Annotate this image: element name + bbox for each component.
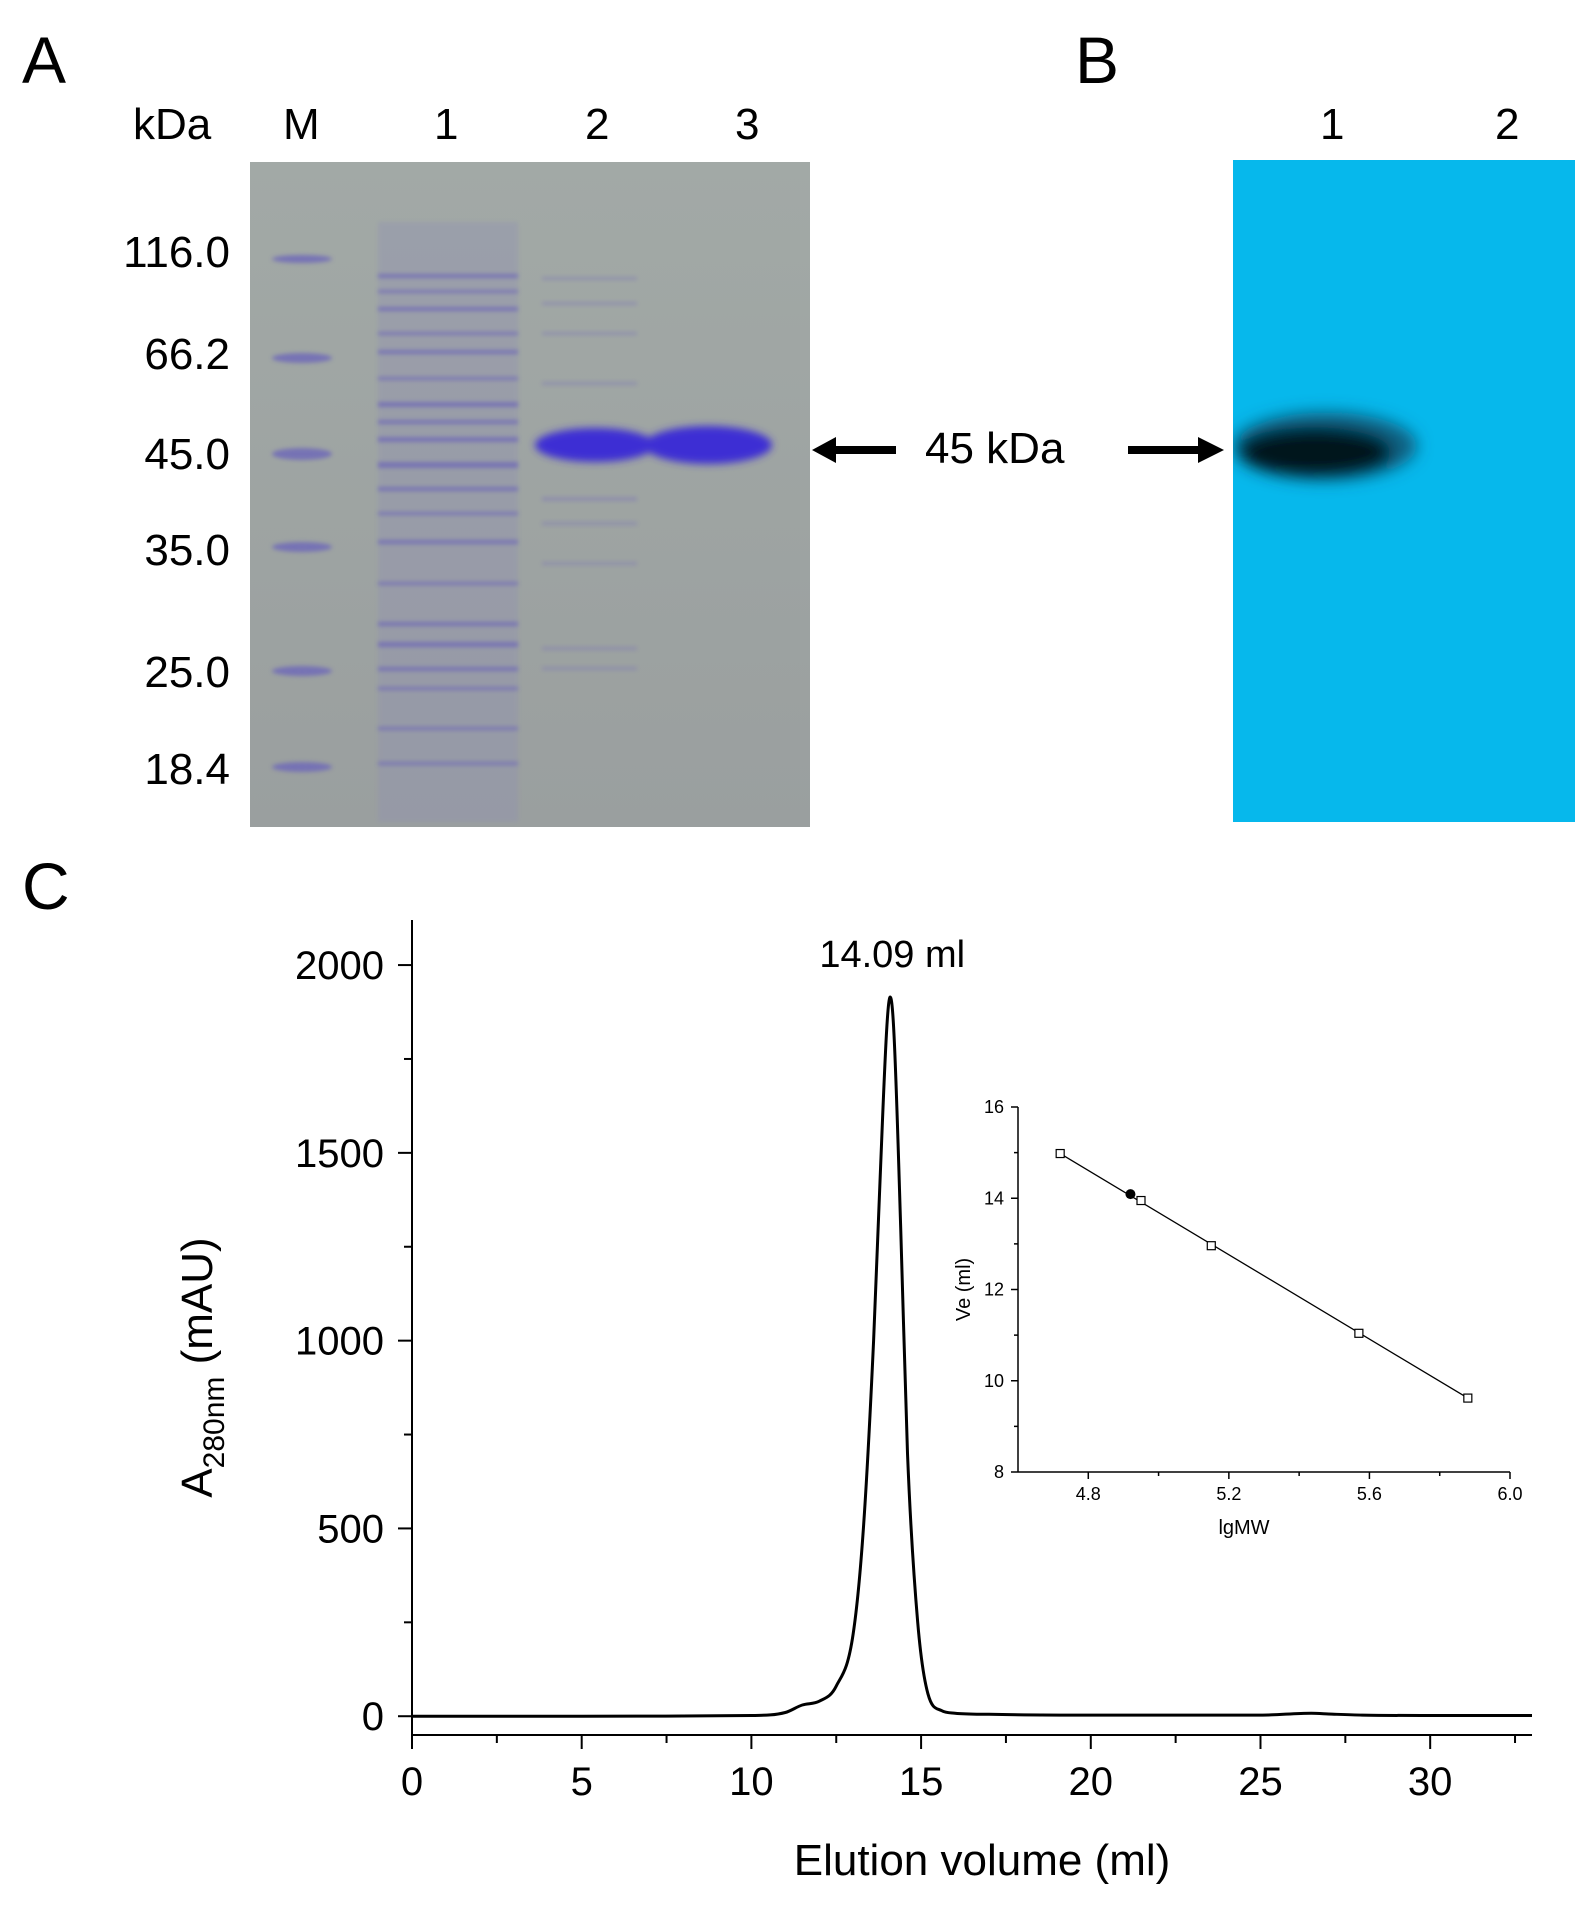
lane-label-m: M [283, 100, 320, 149]
inset-x-tick-label: 5.2 [1216, 1484, 1241, 1504]
y-tick-label: 1500 [295, 1132, 384, 1176]
x-axis-title: Elution volume (ml) [794, 1836, 1171, 1885]
kda-unit-label: kDa [133, 100, 212, 149]
inset-y-tick-label: 10 [984, 1371, 1004, 1391]
inset-standard-point [1354, 1328, 1364, 1338]
panel-b-letter: B [1075, 23, 1120, 97]
inset-y-axis-title: Ve (ml) [953, 1258, 975, 1321]
marker-weight-35: 35.0 [144, 526, 230, 575]
sds-page-gel-image [250, 162, 810, 827]
blot-lane-label-1: 1 [1320, 100, 1345, 149]
band-arrows [812, 437, 1224, 463]
y-tick-label: 2000 [295, 944, 384, 988]
x-tick-label: 5 [571, 1760, 593, 1804]
inset-standard-point [1136, 1195, 1146, 1206]
band-size-label: 45 kDa [925, 424, 1065, 473]
x-tick-label: 25 [1238, 1760, 1283, 1804]
y-tick-label: 1000 [295, 1320, 384, 1364]
inset-standard-point [1463, 1393, 1473, 1403]
inset-y-tick-label: 14 [984, 1188, 1004, 1208]
x-tick-label: 30 [1408, 1760, 1453, 1804]
inset-x-tick-label: 4.8 [1076, 1484, 1101, 1504]
inset-sample-point [1125, 1189, 1136, 1200]
left-arrow-icon [812, 437, 896, 463]
y-tick-label: 0 [362, 1695, 384, 1739]
inset-x-axis-title: lgMW [1218, 1517, 1269, 1539]
panel-a-letter: A [22, 23, 67, 97]
peak-annotation: 14.09 ml [819, 934, 965, 976]
inset-y-tick-label: 12 [984, 1280, 1004, 1300]
panel-c-letter: C [22, 849, 70, 923]
inset-fit-line [1059, 1152, 1469, 1399]
marker-weight-66: 66.2 [144, 330, 230, 379]
lane-label-3: 3 [735, 100, 760, 149]
elution-curve [411, 995, 1532, 1718]
marker-weight-25: 25.0 [144, 648, 230, 697]
inset-y-tick-label: 16 [984, 1097, 1004, 1117]
lane-label-1: 1 [434, 100, 459, 149]
marker-weight-116: 116.0 [123, 228, 230, 277]
y-tick-label: 500 [317, 1507, 384, 1551]
right-arrow-icon [1128, 437, 1224, 463]
elution-chromatogram: 0 5 10 15 20 25 30 0 500 1000 1500 2000 Elution volu… [173, 920, 1532, 1885]
calibration-inset: 4.8 5.2 5.6 6.0 8 10 12 14 16 lgMW Ve (ml) [953, 1097, 1523, 1539]
x-tick-label: 0 [401, 1760, 423, 1804]
western-blot-image [1233, 160, 1575, 822]
inset-y-tick-label: 8 [994, 1462, 1004, 1482]
lane-label-2: 2 [585, 100, 610, 149]
inset-standard-point [1206, 1241, 1216, 1251]
marker-weight-18: 18.4 [144, 745, 230, 794]
main-axes: 0 5 10 15 20 25 30 0 500 1000 1500 2000 [295, 920, 1532, 1804]
x-tick-label: 20 [1069, 1760, 1114, 1804]
x-tick-label: 15 [899, 1760, 944, 1804]
x-tick-label: 10 [729, 1760, 774, 1804]
blot-lane-label-2: 2 [1495, 100, 1520, 149]
inset-x-tick-label: 5.6 [1357, 1484, 1382, 1504]
marker-weight-45: 45.0 [144, 430, 230, 479]
inset-x-tick-label: 6.0 [1497, 1484, 1522, 1504]
y-axis-title: A280nm (mAU) [173, 1237, 231, 1497]
inset-standard-point [1055, 1148, 1065, 1159]
